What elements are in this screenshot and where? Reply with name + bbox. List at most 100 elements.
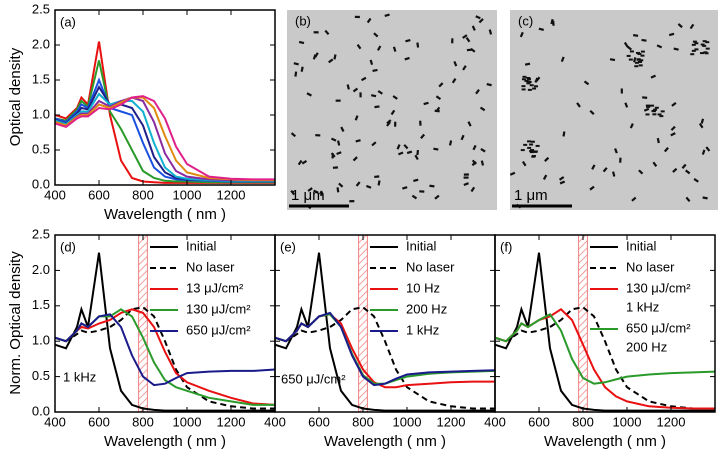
nanorod-cluster bbox=[527, 146, 532, 149]
nanorod bbox=[475, 15, 481, 20]
nanorod-cluster bbox=[654, 106, 659, 109]
nanorod bbox=[369, 59, 374, 66]
nanorod bbox=[562, 131, 566, 137]
y-tick-label: 1.0 bbox=[32, 333, 50, 348]
spectrum-line bbox=[495, 306, 715, 410]
spectrum-line bbox=[55, 96, 275, 182]
nanorod-cluster bbox=[636, 58, 641, 61]
nanorod bbox=[701, 149, 706, 155]
legend-label: No laser bbox=[186, 259, 235, 274]
legend-label: 200 Hz bbox=[626, 339, 667, 354]
nanorod-cluster bbox=[526, 77, 531, 80]
nanorod-cluster bbox=[702, 44, 707, 47]
x-tick-label: 1000 bbox=[393, 414, 422, 429]
nanorod bbox=[416, 149, 420, 156]
nanorod-cluster bbox=[690, 53, 695, 56]
scale-label: 1 μm bbox=[514, 187, 548, 204]
nanorod bbox=[620, 88, 623, 94]
nanorod-cluster bbox=[521, 88, 526, 91]
nanorod bbox=[463, 176, 469, 179]
legend-label: 650 μJ/cm² bbox=[626, 320, 691, 335]
nanorod-cluster bbox=[694, 42, 699, 45]
nanorod-cluster bbox=[520, 149, 525, 152]
nanorod-cluster bbox=[529, 84, 534, 87]
y-tick-label: 2.5 bbox=[32, 226, 50, 241]
spectrum-line bbox=[275, 252, 495, 412]
nanorod-cluster bbox=[660, 110, 665, 113]
nanorod bbox=[472, 144, 477, 151]
spectrum-line bbox=[55, 252, 275, 412]
nanorod bbox=[392, 46, 397, 52]
nanorod bbox=[641, 38, 647, 42]
nanorod bbox=[338, 182, 344, 188]
panel-label: (d) bbox=[60, 239, 76, 254]
nanorod bbox=[419, 120, 422, 126]
annotation: 650 μJ/cm² bbox=[281, 371, 346, 386]
nanorod bbox=[354, 15, 360, 19]
nanorod bbox=[475, 89, 480, 95]
nanorod-cluster bbox=[640, 54, 645, 57]
nanorod bbox=[448, 140, 453, 146]
nanorod-cluster bbox=[527, 140, 532, 143]
nanorod bbox=[315, 134, 321, 137]
nanorod bbox=[416, 42, 420, 48]
nanorod bbox=[624, 102, 629, 108]
plot-frame bbox=[54, 9, 276, 186]
nanorod bbox=[677, 23, 683, 29]
nanorod-cluster bbox=[640, 50, 645, 53]
nanorod-cluster bbox=[530, 140, 535, 143]
nanorod bbox=[404, 56, 410, 61]
nanorod bbox=[623, 41, 629, 48]
y-tick-label: 2.5 bbox=[32, 1, 50, 16]
spectrum-line bbox=[275, 306, 495, 410]
nanorod bbox=[335, 99, 341, 102]
nanorod bbox=[698, 122, 704, 129]
nanorod bbox=[609, 58, 616, 62]
nanorod bbox=[324, 29, 330, 36]
nanorod bbox=[467, 121, 472, 127]
nanorod bbox=[650, 74, 656, 79]
y-tick-label: 1.5 bbox=[32, 297, 50, 312]
nanorod bbox=[298, 40, 305, 45]
nanorod bbox=[403, 144, 409, 150]
nanorod bbox=[312, 54, 317, 60]
nanorod-cluster bbox=[691, 49, 696, 52]
nanorod bbox=[583, 80, 590, 86]
nanorod-cluster bbox=[637, 60, 642, 63]
nanorod bbox=[356, 43, 362, 50]
nanorod bbox=[519, 31, 524, 38]
nanorod bbox=[386, 119, 392, 125]
nanorod bbox=[374, 105, 380, 109]
nanorod bbox=[479, 106, 486, 112]
nanorod bbox=[559, 180, 566, 185]
nanorod bbox=[370, 94, 377, 98]
nanorod bbox=[619, 157, 622, 163]
nanorod bbox=[453, 60, 458, 67]
image-label: (c) bbox=[518, 13, 533, 28]
nanorod bbox=[414, 154, 419, 161]
nanorod-cluster bbox=[694, 48, 699, 51]
y-tick-label: 2.0 bbox=[32, 36, 50, 51]
nanorod bbox=[631, 196, 637, 202]
nanorod bbox=[471, 161, 477, 167]
nanorod bbox=[320, 190, 323, 196]
nanorod bbox=[663, 147, 669, 153]
nanorod bbox=[306, 92, 312, 97]
annotation: 1 kHz bbox=[63, 369, 96, 384]
nanorod bbox=[633, 34, 639, 37]
nanorod bbox=[471, 25, 476, 31]
nanorod-cluster bbox=[652, 113, 657, 116]
nanorod bbox=[336, 187, 340, 193]
nanorod bbox=[331, 137, 337, 142]
panel-label: (e) bbox=[280, 239, 296, 254]
nanorod bbox=[589, 185, 595, 191]
nanorod bbox=[465, 37, 471, 43]
y-tick-label: 0.5 bbox=[32, 141, 50, 156]
nanorod bbox=[429, 184, 435, 188]
nanorod bbox=[332, 166, 339, 169]
nanorod bbox=[672, 167, 678, 173]
nanorod bbox=[374, 175, 380, 179]
nanorod bbox=[670, 125, 676, 131]
nanorod-cluster bbox=[524, 79, 529, 82]
x-axis-title: Wavelength ( nm ) bbox=[104, 433, 226, 450]
